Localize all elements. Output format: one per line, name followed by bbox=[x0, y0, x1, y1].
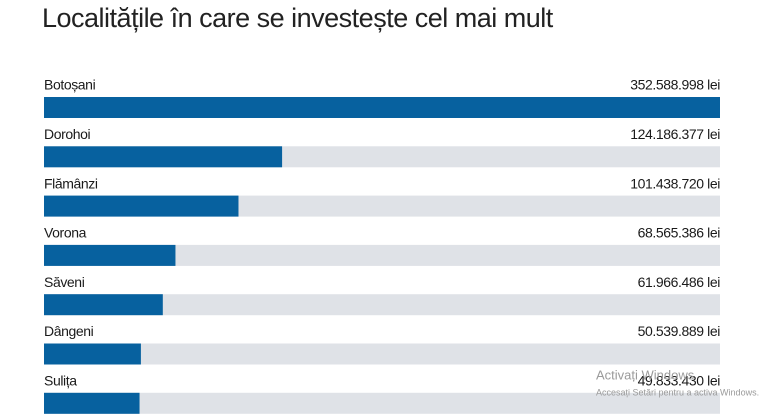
value-label: 352.588.998 lei bbox=[630, 77, 720, 93]
category-label: Botoșani bbox=[44, 77, 96, 93]
bar bbox=[44, 294, 163, 316]
bar bbox=[44, 244, 176, 266]
bar bbox=[44, 146, 283, 168]
value-label: 61.966.486 lei bbox=[638, 274, 721, 290]
value-label: 124.186.377 lei bbox=[630, 126, 720, 142]
value-label: 50.539.889 lei bbox=[638, 323, 721, 339]
bar-track bbox=[44, 343, 720, 365]
value-label: 101.438.720 lei bbox=[630, 175, 720, 191]
bar bbox=[44, 343, 141, 365]
bar bbox=[44, 97, 720, 118]
category-label: Săveni bbox=[44, 274, 85, 290]
bar bbox=[44, 392, 140, 414]
category-label: Sulița bbox=[44, 373, 77, 389]
bar-track bbox=[44, 392, 720, 414]
bar-track bbox=[44, 244, 720, 266]
category-label: Flămânzi bbox=[44, 175, 98, 191]
category-label: Dângeni bbox=[44, 323, 94, 339]
bar-track bbox=[44, 294, 720, 316]
chart-title: Localitățile în care se investește cel m… bbox=[42, 3, 554, 33]
value-label: 68.565.386 lei bbox=[638, 225, 721, 241]
watermark-subtitle: Accesați Setări pentru a activa Windows. bbox=[596, 387, 759, 397]
watermark-title: Activați Windows bbox=[596, 367, 695, 382]
value-label: 49.833.430 lei bbox=[638, 373, 721, 389]
category-label: Dorohoi bbox=[44, 126, 91, 142]
bar bbox=[44, 195, 239, 217]
category-label: Vorona bbox=[44, 225, 87, 241]
